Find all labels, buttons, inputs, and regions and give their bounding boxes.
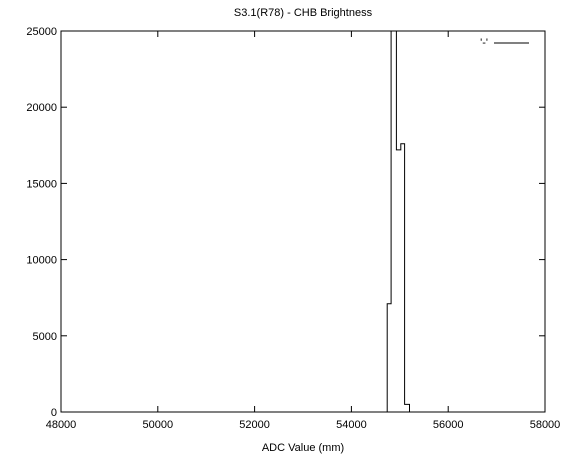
x-tick-label: 50000 <box>143 419 174 431</box>
legend-label: '-' <box>480 37 488 49</box>
legend: '-' <box>480 37 529 49</box>
series-line <box>61 30 545 413</box>
x-tick-label: 52000 <box>239 419 270 431</box>
chart-title: S3.1(R78) - CHB Brightness <box>234 7 373 19</box>
x-tick-label: 48000 <box>46 419 77 431</box>
plot-border <box>60 30 546 413</box>
y-tick-label: 5000 <box>33 331 57 343</box>
plot-frame <box>60 30 546 413</box>
x-tick-label: 54000 <box>336 419 367 431</box>
y-tick-label: 20000 <box>26 102 57 114</box>
y-tick-label: 15000 <box>26 178 57 190</box>
x-tick-label: 56000 <box>433 419 464 431</box>
y-tick-label: 0 <box>51 407 57 419</box>
x-tick-label: 58000 <box>530 419 561 431</box>
y-tick-label: 25000 <box>26 26 57 38</box>
x-axis: 48000 50000 52000 54000 56000 58000 <box>46 31 561 431</box>
y-axis: 0 5000 10000 15000 20000 25000 <box>26 26 545 419</box>
series-layer <box>61 30 545 413</box>
x-axis-label: ADC Value (mm) <box>262 442 344 454</box>
y-tick-label: 10000 <box>26 255 57 267</box>
